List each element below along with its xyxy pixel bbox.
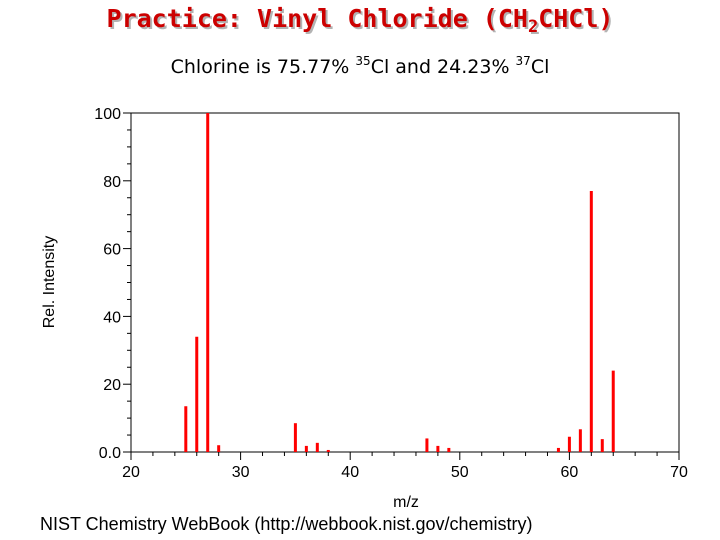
y-tick-label: 20	[103, 377, 121, 394]
x-tick-label: 60	[561, 464, 579, 481]
plot-frame	[130, 112, 680, 453]
title-subscript: 2	[527, 17, 539, 37]
y-tick-label: 80	[103, 174, 121, 191]
x-axis-label: m/z	[393, 494, 419, 511]
x-tick-label: 50	[451, 464, 469, 481]
x-tick-label: 30	[232, 464, 250, 481]
y-axis-label: Rel. Intensity	[41, 236, 58, 328]
y-tick-label: 100	[94, 106, 121, 123]
subtitle-part2: Cl and 24.23%	[370, 56, 516, 78]
subtitle-isotope-35: 35	[355, 54, 371, 68]
x-tick-label: 20	[122, 464, 140, 481]
y-tick-label: 40	[103, 309, 121, 326]
x-tick-label: 40	[341, 464, 359, 481]
x-tick-label: 70	[670, 464, 688, 481]
subtitle: Chlorine is 75.77% 35Cl and 24.23% 37Cl	[0, 54, 720, 78]
source-credit: NIST Chemistry WebBook (http://webbook.n…	[40, 514, 533, 534]
title-prefix: Practice: Vinyl Chloride (CH	[106, 4, 528, 33]
y-tick-label: 60	[103, 242, 121, 259]
page-title: Practice: Vinyl Chloride (CH2CHCl)	[0, 4, 720, 36]
subtitle-part3: Cl	[530, 56, 550, 78]
title-suffix: CHCl)	[538, 4, 614, 33]
subtitle-part1: Chlorine is 75.77%	[170, 56, 356, 78]
subtitle-isotope-37: 37	[515, 54, 531, 68]
y-tick-label: 0.0	[99, 445, 121, 462]
